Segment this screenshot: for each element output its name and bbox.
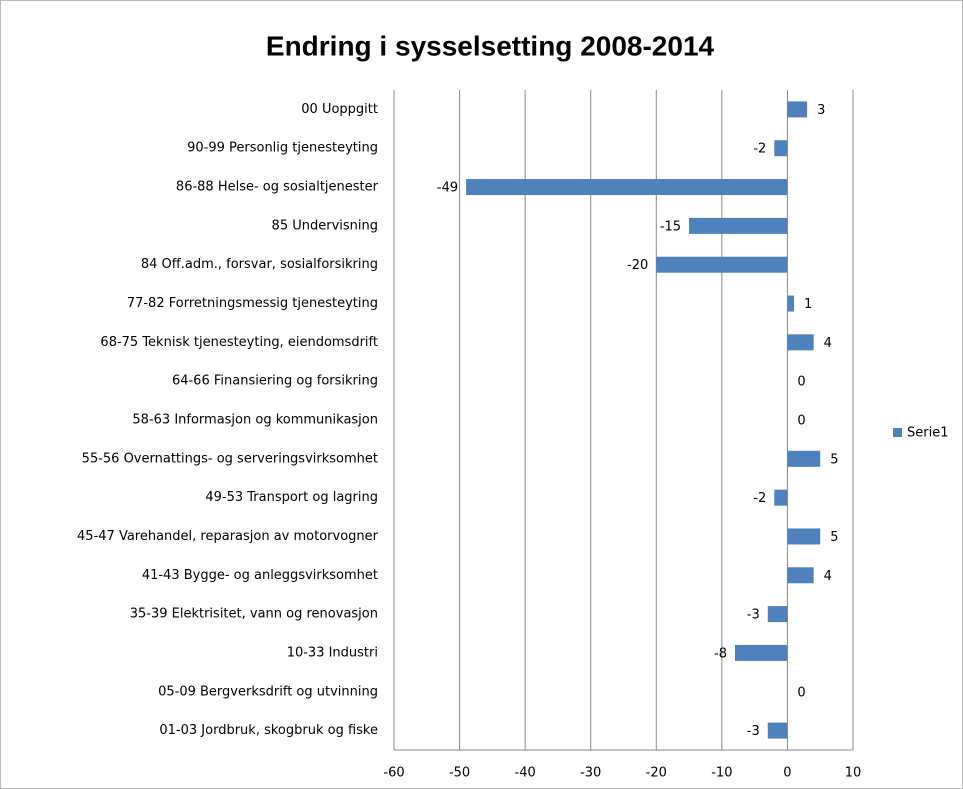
data-label: -20 (627, 258, 648, 273)
x-tick-label: -50 (449, 766, 470, 781)
data-label: -15 (660, 219, 681, 234)
y-tick-label: 58-63 Informasjon og kommunikasjon (132, 413, 378, 428)
bar (787, 528, 821, 545)
data-label: -3 (747, 724, 760, 739)
y-tick-label: 55-56 Overnattings- og serveringsvirksom… (82, 451, 378, 466)
data-label: 5 (830, 530, 838, 545)
y-tick-label: 45-47 Varehandel, reparasjon av motorvog… (77, 529, 379, 544)
y-tick-label: 68-75 Teknisk tjenesteyting, eiendomsdri… (100, 335, 378, 350)
y-tick-label: 86-88 Helse- og sosialtjenester (176, 180, 379, 195)
legend-swatch (893, 428, 902, 437)
x-tick-label: -10 (711, 766, 732, 781)
bar (787, 295, 794, 312)
x-tick-label: -30 (580, 766, 601, 781)
y-tick-label: 41-43 Bygge- og anleggsvirksomhet (142, 568, 378, 583)
bar (767, 606, 788, 623)
legend-label: Serie1 (907, 426, 948, 441)
data-label: 3 (817, 103, 825, 118)
y-tick-label: 49-53 Transport og lagring (205, 490, 378, 505)
bar (774, 140, 788, 157)
bar (689, 217, 788, 234)
y-tick-label: 05-09 Bergverksdrift og utvinning (158, 684, 378, 699)
data-label: 1 (804, 297, 812, 312)
data-label: 0 (797, 375, 805, 390)
y-tick-label: 84 Off.adm., forsvar, sosialforsikring (141, 257, 378, 272)
x-tick-label: 10 (845, 766, 862, 781)
x-tick-label: -40 (515, 766, 536, 781)
x-tick-label: -60 (383, 766, 404, 781)
bar (787, 567, 814, 584)
bar (767, 722, 788, 739)
y-tick-label: 01-03 Jordbruk, skogbruk og fiske (159, 723, 378, 738)
bar (787, 101, 808, 118)
data-label: -49 (437, 181, 458, 196)
data-label: -8 (714, 646, 727, 661)
data-label: -2 (753, 142, 766, 157)
y-tick-label: 77-82 Forretningsmessig tjenesteyting (127, 296, 378, 311)
bar (734, 644, 788, 661)
y-tick-label: 90-99 Personlig tjenesteyting (187, 141, 378, 156)
bar (656, 256, 788, 273)
data-label: 0 (797, 685, 805, 700)
data-label: 4 (824, 336, 832, 351)
chart-title: Endring i sysselsetting 2008-2014 (266, 30, 715, 61)
x-tick-label: 0 (783, 766, 791, 781)
bar (466, 179, 788, 196)
data-label: -3 (747, 608, 760, 623)
data-label: 0 (797, 414, 805, 429)
y-tick-label: 00 Uoppgitt (301, 102, 378, 117)
y-tick-label: 35-39 Elektrisitet, vann og renovasjon (130, 607, 378, 622)
bar (787, 450, 821, 467)
x-tick-label: -20 (646, 766, 667, 781)
bar (774, 489, 788, 506)
y-tick-label: 10-33 Industri (287, 645, 378, 660)
y-tick-label: 64-66 Finansiering og forsikring (172, 374, 378, 389)
y-tick-label: 85 Undervisning (272, 218, 378, 233)
data-label: 4 (824, 569, 832, 584)
bar (787, 334, 814, 351)
data-label: -2 (753, 491, 766, 506)
data-label: 5 (830, 452, 838, 467)
